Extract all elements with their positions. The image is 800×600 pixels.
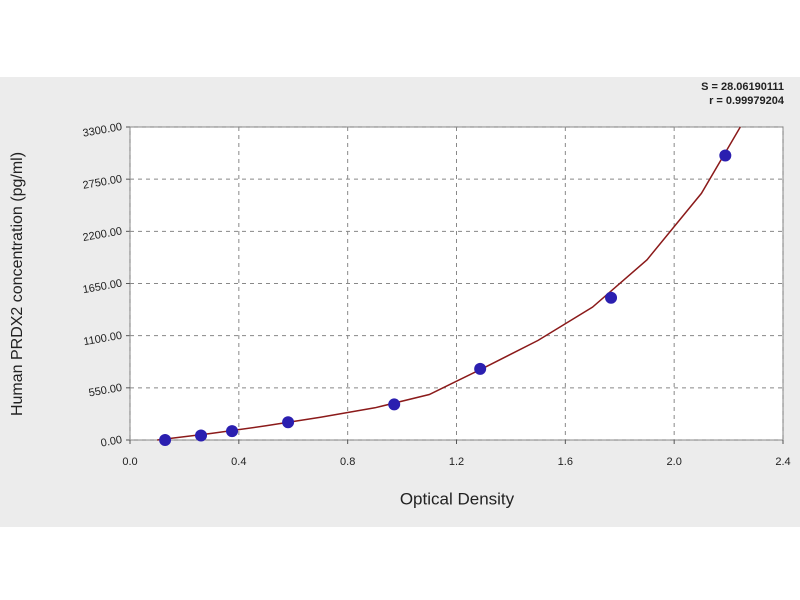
x-tick-label: 0.0: [122, 456, 137, 468]
annotation: r = 0.99979204: [709, 95, 785, 107]
x-tick-label: 0.4: [231, 456, 246, 468]
x-tick-label: 0.8: [340, 456, 355, 468]
x-axis-title: Optical Density: [400, 489, 515, 508]
x-tick-label: 1.2: [449, 456, 464, 468]
data-point: [282, 416, 295, 429]
y-tick-label: 0.00: [100, 434, 123, 450]
data-point: [388, 398, 401, 411]
data-point: [226, 425, 239, 438]
data-point: [195, 429, 208, 442]
x-tick-label: 1.6: [558, 456, 573, 468]
y-tick-label: 550.00: [88, 382, 123, 400]
data-point: [605, 291, 618, 304]
data-point: [719, 149, 732, 162]
x-tick-label: 2.4: [775, 456, 790, 468]
annotation: S = 28.06190111: [701, 81, 784, 93]
data-point: [474, 362, 487, 375]
data-point: [159, 434, 172, 446]
y-axis-title: Human PRDX2 concentration (pg/ml): [9, 152, 26, 416]
fit-curve: [157, 126, 741, 441]
x-tick-label: 2.0: [667, 456, 682, 468]
